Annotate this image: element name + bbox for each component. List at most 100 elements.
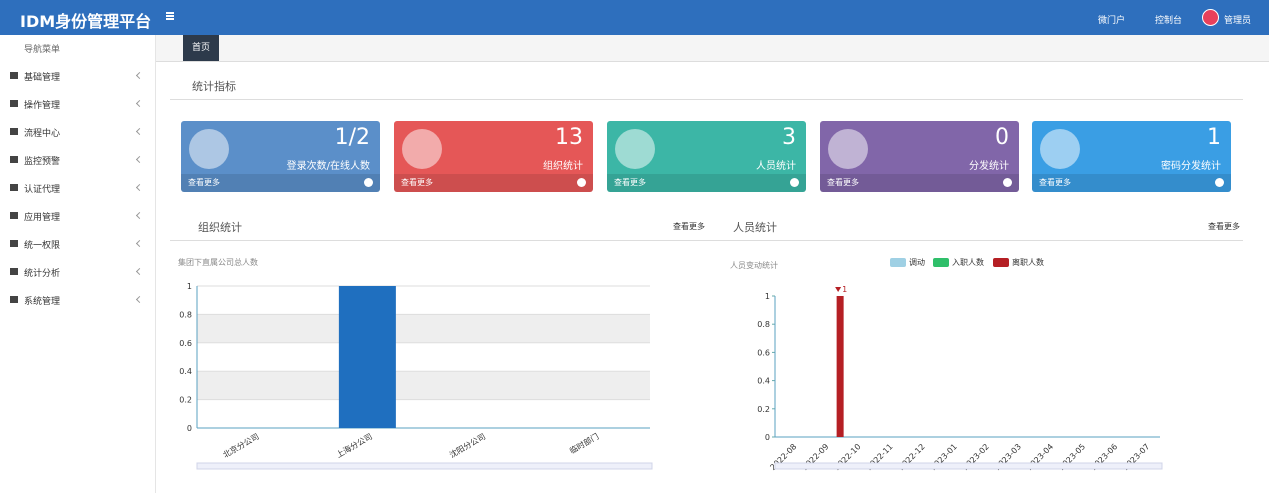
arrow-icon [364, 178, 373, 187]
data-label: 1 [842, 285, 847, 294]
y-tick-label: 0.6 [757, 348, 770, 357]
x-tick-label: 沈阳分公司 [447, 431, 487, 460]
menu-icon [10, 296, 18, 303]
card-footer[interactable]: 查看更多 [181, 174, 380, 192]
card-label: 密码分发统计 [1161, 161, 1221, 172]
menu-item[interactable]: 认证代理 [24, 185, 61, 195]
card-icon [402, 129, 442, 169]
menu-icon [10, 156, 18, 163]
card-icon [615, 129, 655, 169]
sidebar: 导航菜单基础管理操作管理流程中心监控预警认证代理应用管理统一权限统计分析系统管理 [0, 35, 156, 493]
menu-item[interactable]: 流程中心 [24, 129, 61, 139]
card-value: 1 [1207, 125, 1221, 150]
panel-title: 组织统计 [198, 221, 242, 234]
stat-card: 0 分发统计查看更多 [820, 121, 1019, 192]
tab-bar [156, 35, 1269, 62]
card-footer[interactable]: 查看更多 [820, 174, 1019, 192]
grid-band [197, 314, 650, 343]
max-marker [835, 287, 842, 292]
x-tick-label: 上海分公司 [334, 431, 374, 460]
x-tick-label: 临时部门 [568, 431, 601, 456]
legend-swatch [993, 258, 1009, 267]
menu-item[interactable]: 应用管理 [24, 213, 61, 223]
card-footer[interactable]: 查看更多 [394, 174, 593, 192]
y-tick-label: 0 [765, 433, 770, 442]
menu-icon [10, 268, 18, 275]
y-tick-label: 0.8 [757, 320, 770, 329]
panel-more[interactable]: 查看更多 [673, 222, 705, 231]
menu-icon [10, 72, 18, 79]
console-link[interactable]: 控制台 [1155, 16, 1183, 26]
card-value: 0 [995, 125, 1009, 150]
menu-icon [10, 240, 18, 247]
x-tick-label: 北京分公司 [221, 431, 261, 460]
menu-icon [10, 100, 18, 107]
arrow-icon [577, 178, 586, 187]
avatar[interactable] [1202, 9, 1219, 26]
stat-card: 3 人员统计查看更多 [607, 121, 806, 192]
stat-card: 13 组织统计查看更多 [394, 121, 593, 192]
bar [338, 286, 396, 428]
menu-icon [10, 212, 18, 219]
tab[interactable]: 首页 [183, 35, 219, 61]
card-value: 1/2 [334, 125, 370, 150]
y-tick-label: 1 [765, 292, 770, 301]
y-tick-label: 0.2 [757, 405, 770, 414]
stat-card: 1/2 登录次数/在线人数查看更多 [181, 121, 380, 192]
legend-label: 离职人数 [1012, 257, 1044, 267]
menu-item[interactable]: 基础管理 [24, 73, 61, 83]
card-icon [189, 129, 229, 169]
y-tick-label: 0.2 [179, 396, 192, 405]
legend-swatch [933, 258, 949, 267]
portal-link[interactable]: 微门户 [1098, 16, 1126, 26]
menu-item[interactable]: 监控预警 [24, 157, 61, 167]
logo-title: IDM身份管理平台 [20, 12, 152, 31]
card-icon [1040, 129, 1080, 169]
grid-band [197, 371, 650, 400]
arrow-icon [1215, 178, 1224, 187]
legend-swatch [890, 258, 906, 267]
menu-item[interactable]: 操作管理 [24, 101, 61, 111]
y-tick-label: 0.8 [179, 310, 192, 319]
stat-card: 1 密码分发统计查看更多 [1032, 121, 1231, 192]
y-tick-label: 0.4 [179, 367, 192, 376]
y-tick-label: 0.4 [757, 377, 770, 386]
legend-label: 调动 [909, 257, 925, 267]
chart-title: 人员变动统计 [730, 260, 778, 270]
menu-item[interactable]: 统一权限 [24, 241, 61, 251]
section-title: 统计指标 [192, 80, 236, 93]
card-icon [828, 129, 868, 169]
user-menu[interactable]: 管理员 [1224, 16, 1252, 26]
menu-icon [10, 184, 18, 191]
y-tick-label: 1 [187, 282, 192, 291]
card-label: 人员统计 [756, 161, 796, 172]
y-tick-label: 0.6 [179, 339, 192, 348]
divider [170, 99, 1243, 100]
divider [170, 240, 1243, 241]
card-footer[interactable]: 查看更多 [607, 174, 806, 192]
card-label: 分发统计 [969, 161, 1009, 172]
zoom-slider [196, 462, 653, 470]
bar [836, 296, 844, 437]
arrow-icon [1003, 178, 1012, 187]
card-label: 登录次数/在线人数 [286, 161, 370, 172]
card-footer[interactable]: 查看更多 [1032, 174, 1231, 192]
menu-item[interactable]: 系统管理 [24, 297, 61, 307]
card-value: 3 [782, 125, 796, 150]
header: IDM身份管理平台 微门户 控制台 管理员 [0, 0, 1269, 35]
menu-icon [10, 128, 18, 135]
zoom-slider [774, 462, 1163, 470]
arrow-icon [790, 178, 799, 187]
sidebar-title: 导航菜单 [24, 45, 61, 55]
card-value: 13 [555, 125, 583, 150]
panel-more[interactable]: 查看更多 [1208, 222, 1240, 231]
legend-label: 入职人数 [952, 257, 984, 267]
chart-title: 集团下直属公司总人数 [178, 257, 258, 267]
y-tick-label: 0 [187, 424, 192, 433]
menu-item[interactable]: 统计分析 [24, 269, 61, 279]
card-label: 组织统计 [543, 161, 583, 172]
panel-title: 人员统计 [733, 221, 777, 234]
menu-toggle[interactable] [166, 12, 174, 14]
